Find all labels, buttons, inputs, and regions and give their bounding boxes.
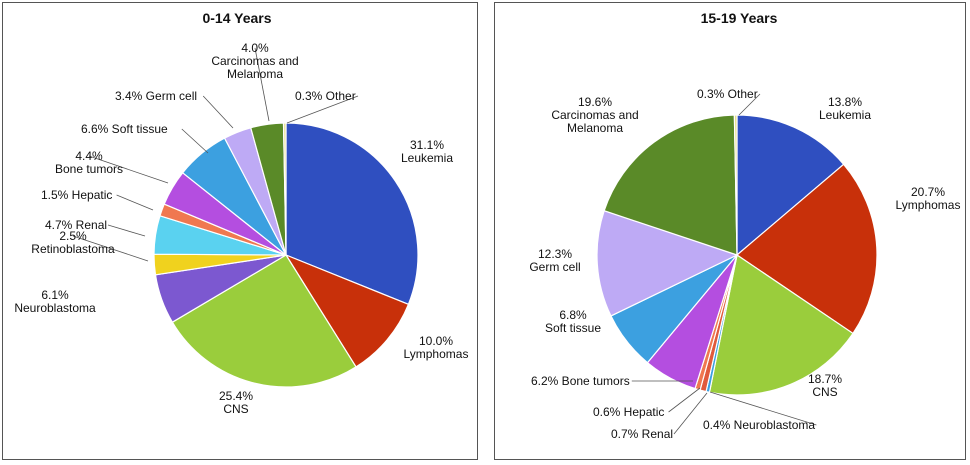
pie-slice-germ-cell xyxy=(596,209,739,317)
pie-slices xyxy=(596,114,878,396)
pie-slice-carcinomas-and-melanoma xyxy=(603,114,738,256)
pie-chart-0-14: 0-14 Years 31.1% Leukemia 10.0% Lymphomas 25… xyxy=(14,10,468,416)
leader-line-hepatic xyxy=(116,194,154,211)
leader-line-renal xyxy=(673,392,708,435)
slice-label-bone-tumors: 6.2% Bone tumors xyxy=(531,374,630,388)
leader-line-germ-cell xyxy=(202,95,234,129)
chart-panel-0-14: 0-14 Years 31.1% Leukemia 10.0% Lymphomas 25… xyxy=(2,2,478,460)
slice-label-renal: 4.7% Renal xyxy=(45,218,107,232)
chart-panel-15-19: 15-19 Years 13.8% Leukemia 20.7% Lymphomas 1… xyxy=(494,2,966,460)
pie-slice-other xyxy=(282,122,287,256)
slice-label-neuroblastoma: 6.1% Neuroblastoma xyxy=(14,288,96,315)
slice-labels: 13.8% Leukemia 20.7% Lymphomas 18.7% CNS 0.4% … xyxy=(529,87,960,441)
leader-lines xyxy=(631,93,817,435)
pie-slice-cns xyxy=(708,253,854,396)
slice-label-bone-tumors: 4.4% Bone tumors xyxy=(55,149,123,176)
slice-label-cns: 18.7% CNS xyxy=(808,372,842,399)
leader-line-retinoblastoma xyxy=(72,235,149,262)
chart-title: 15-19 Years xyxy=(701,10,778,26)
chart-title: 0-14 Years xyxy=(202,10,271,26)
slice-label-retinoblastoma: 2.5% Retinoblastoma xyxy=(31,229,115,256)
pie-slice-lymphomas xyxy=(284,253,410,368)
slice-label-germ-cell: 12.3% Germ cell xyxy=(529,247,580,274)
slice-labels: 31.1% Leukemia 10.0% Lymphomas 25.4% CNS 6.1% N… xyxy=(14,41,468,416)
leader-line-other xyxy=(738,93,761,116)
slice-label-soft-tissue: 6.8% Soft tissue xyxy=(545,308,601,335)
slice-label-cns: 25.4% CNS xyxy=(219,389,253,416)
slice-label-lymphomas: 20.7% Lymphomas xyxy=(896,185,961,212)
slice-label-other: 0.3% Other xyxy=(295,89,356,103)
pie-slice-cns xyxy=(171,254,357,388)
pie-slice-other xyxy=(733,114,738,256)
leader-line-bone-tumors xyxy=(88,155,169,184)
leader-line-other xyxy=(286,95,359,124)
slice-label-leukemia: 31.1% Leukemia xyxy=(401,138,453,165)
pie-slice-lymphomas xyxy=(736,163,878,335)
slice-label-soft-tissue: 6.6% Soft tissue xyxy=(81,122,168,136)
leader-line-renal xyxy=(107,224,146,237)
pie-slice-leukemia xyxy=(736,114,845,257)
pie-slice-leukemia xyxy=(285,122,419,306)
leader-line-soft-tissue xyxy=(181,128,209,154)
slice-label-hepatic: 0.6% Hepatic xyxy=(593,405,664,419)
slice-label-lymphomas: 10.0% Lymphomas xyxy=(404,334,469,361)
slice-label-other: 0.3% Other xyxy=(697,87,758,101)
leader-line-neuroblastoma xyxy=(709,391,817,426)
slice-label-hepatic: 1.5% Hepatic xyxy=(41,188,112,202)
leader-line-carcinomas-and-melanoma xyxy=(254,47,270,122)
pie-slices xyxy=(153,122,419,388)
leader-lines xyxy=(72,47,359,262)
slice-label-carcinomas-and-melanoma: 4.0% Carcinomas and Melanoma xyxy=(211,41,298,81)
leader-line-hepatic xyxy=(668,387,701,413)
slice-label-renal: 0.7% Renal xyxy=(611,427,673,441)
slice-label-neuroblastoma: 0.4% Neuroblastoma xyxy=(703,418,815,432)
slice-label-carcinomas-and-melanoma: 19.6% Carcinomas and Melanoma xyxy=(551,95,638,135)
slice-label-leukemia: 13.8% Leukemia xyxy=(819,95,871,122)
slice-label-germ-cell: 3.4% Germ cell xyxy=(115,89,197,103)
